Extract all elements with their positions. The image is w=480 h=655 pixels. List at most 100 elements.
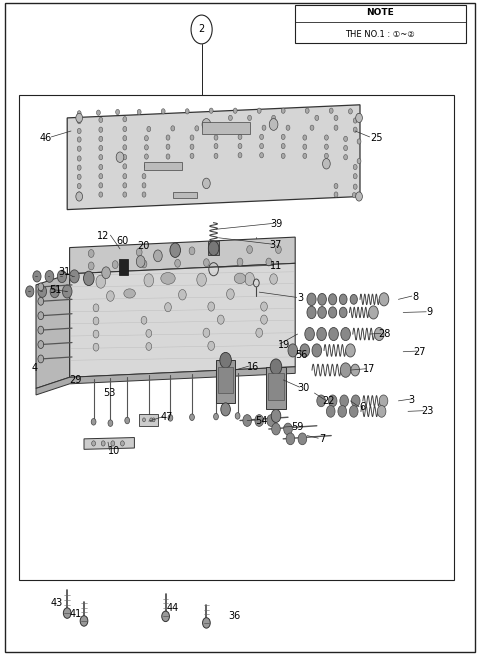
Bar <box>208 241 219 255</box>
Circle shape <box>162 611 169 622</box>
Circle shape <box>142 192 146 197</box>
Circle shape <box>329 108 333 113</box>
Circle shape <box>123 174 127 179</box>
Circle shape <box>144 154 148 159</box>
Circle shape <box>144 274 154 287</box>
Circle shape <box>76 192 83 201</box>
Circle shape <box>123 145 127 150</box>
Circle shape <box>271 409 281 422</box>
Circle shape <box>312 344 322 357</box>
Circle shape <box>197 273 206 286</box>
Circle shape <box>165 303 171 312</box>
Circle shape <box>247 246 252 253</box>
Circle shape <box>93 343 99 351</box>
Circle shape <box>344 155 348 160</box>
Circle shape <box>136 255 145 267</box>
Circle shape <box>233 108 237 113</box>
Text: 9: 9 <box>427 307 432 318</box>
Circle shape <box>272 423 280 435</box>
Circle shape <box>102 267 110 278</box>
Circle shape <box>50 285 60 297</box>
Circle shape <box>208 341 215 350</box>
Circle shape <box>107 291 114 301</box>
Circle shape <box>179 290 186 300</box>
Circle shape <box>270 274 277 284</box>
Circle shape <box>189 247 195 255</box>
Circle shape <box>202 119 211 130</box>
Text: 16: 16 <box>247 362 259 372</box>
Polygon shape <box>36 367 295 395</box>
Circle shape <box>228 115 232 121</box>
Circle shape <box>38 312 44 320</box>
Circle shape <box>91 419 96 425</box>
Text: 53: 53 <box>103 388 116 398</box>
Circle shape <box>357 113 361 119</box>
Circle shape <box>303 135 307 140</box>
Circle shape <box>267 415 276 426</box>
Circle shape <box>77 128 81 134</box>
Circle shape <box>298 433 307 445</box>
Circle shape <box>152 418 155 422</box>
Circle shape <box>45 271 54 282</box>
Circle shape <box>353 127 357 132</box>
Circle shape <box>99 145 103 151</box>
Circle shape <box>353 164 357 170</box>
Circle shape <box>77 192 81 197</box>
Circle shape <box>379 293 389 306</box>
Circle shape <box>204 259 209 267</box>
Circle shape <box>340 363 351 377</box>
Text: 8: 8 <box>412 291 418 302</box>
Text: 10: 10 <box>108 445 120 456</box>
Ellipse shape <box>124 289 135 298</box>
Circle shape <box>120 441 124 446</box>
Circle shape <box>38 326 44 334</box>
Text: 27: 27 <box>414 346 426 357</box>
Circle shape <box>76 113 83 122</box>
Circle shape <box>190 153 194 159</box>
Circle shape <box>123 183 127 188</box>
Circle shape <box>143 418 145 422</box>
Bar <box>139 414 158 426</box>
Circle shape <box>93 330 99 338</box>
Text: 20: 20 <box>137 241 149 252</box>
Text: 17: 17 <box>363 364 376 375</box>
Circle shape <box>146 329 152 337</box>
Bar <box>216 360 235 403</box>
Circle shape <box>38 286 47 297</box>
Circle shape <box>38 355 44 363</box>
Circle shape <box>227 289 234 299</box>
Circle shape <box>77 165 81 170</box>
Circle shape <box>123 126 127 132</box>
Circle shape <box>214 135 218 140</box>
Circle shape <box>334 125 338 130</box>
Bar <box>19 95 454 580</box>
Circle shape <box>334 192 338 197</box>
Circle shape <box>99 192 103 197</box>
Circle shape <box>281 108 285 113</box>
Circle shape <box>349 405 358 417</box>
Circle shape <box>125 417 130 424</box>
Circle shape <box>88 250 94 257</box>
Circle shape <box>141 316 147 324</box>
Circle shape <box>77 156 81 161</box>
Circle shape <box>166 135 170 140</box>
Circle shape <box>111 441 115 446</box>
Circle shape <box>329 307 337 318</box>
Circle shape <box>286 125 290 130</box>
Circle shape <box>99 155 103 160</box>
Circle shape <box>142 183 146 188</box>
Circle shape <box>116 109 120 115</box>
Circle shape <box>166 154 170 159</box>
Circle shape <box>318 307 326 318</box>
Circle shape <box>276 246 281 253</box>
Circle shape <box>203 178 210 189</box>
Circle shape <box>284 423 292 435</box>
Circle shape <box>379 395 388 407</box>
Circle shape <box>146 415 151 422</box>
Circle shape <box>260 153 264 158</box>
Circle shape <box>175 259 180 267</box>
Text: 31: 31 <box>59 267 71 277</box>
Circle shape <box>272 115 276 121</box>
Circle shape <box>77 119 81 124</box>
Circle shape <box>261 302 267 311</box>
